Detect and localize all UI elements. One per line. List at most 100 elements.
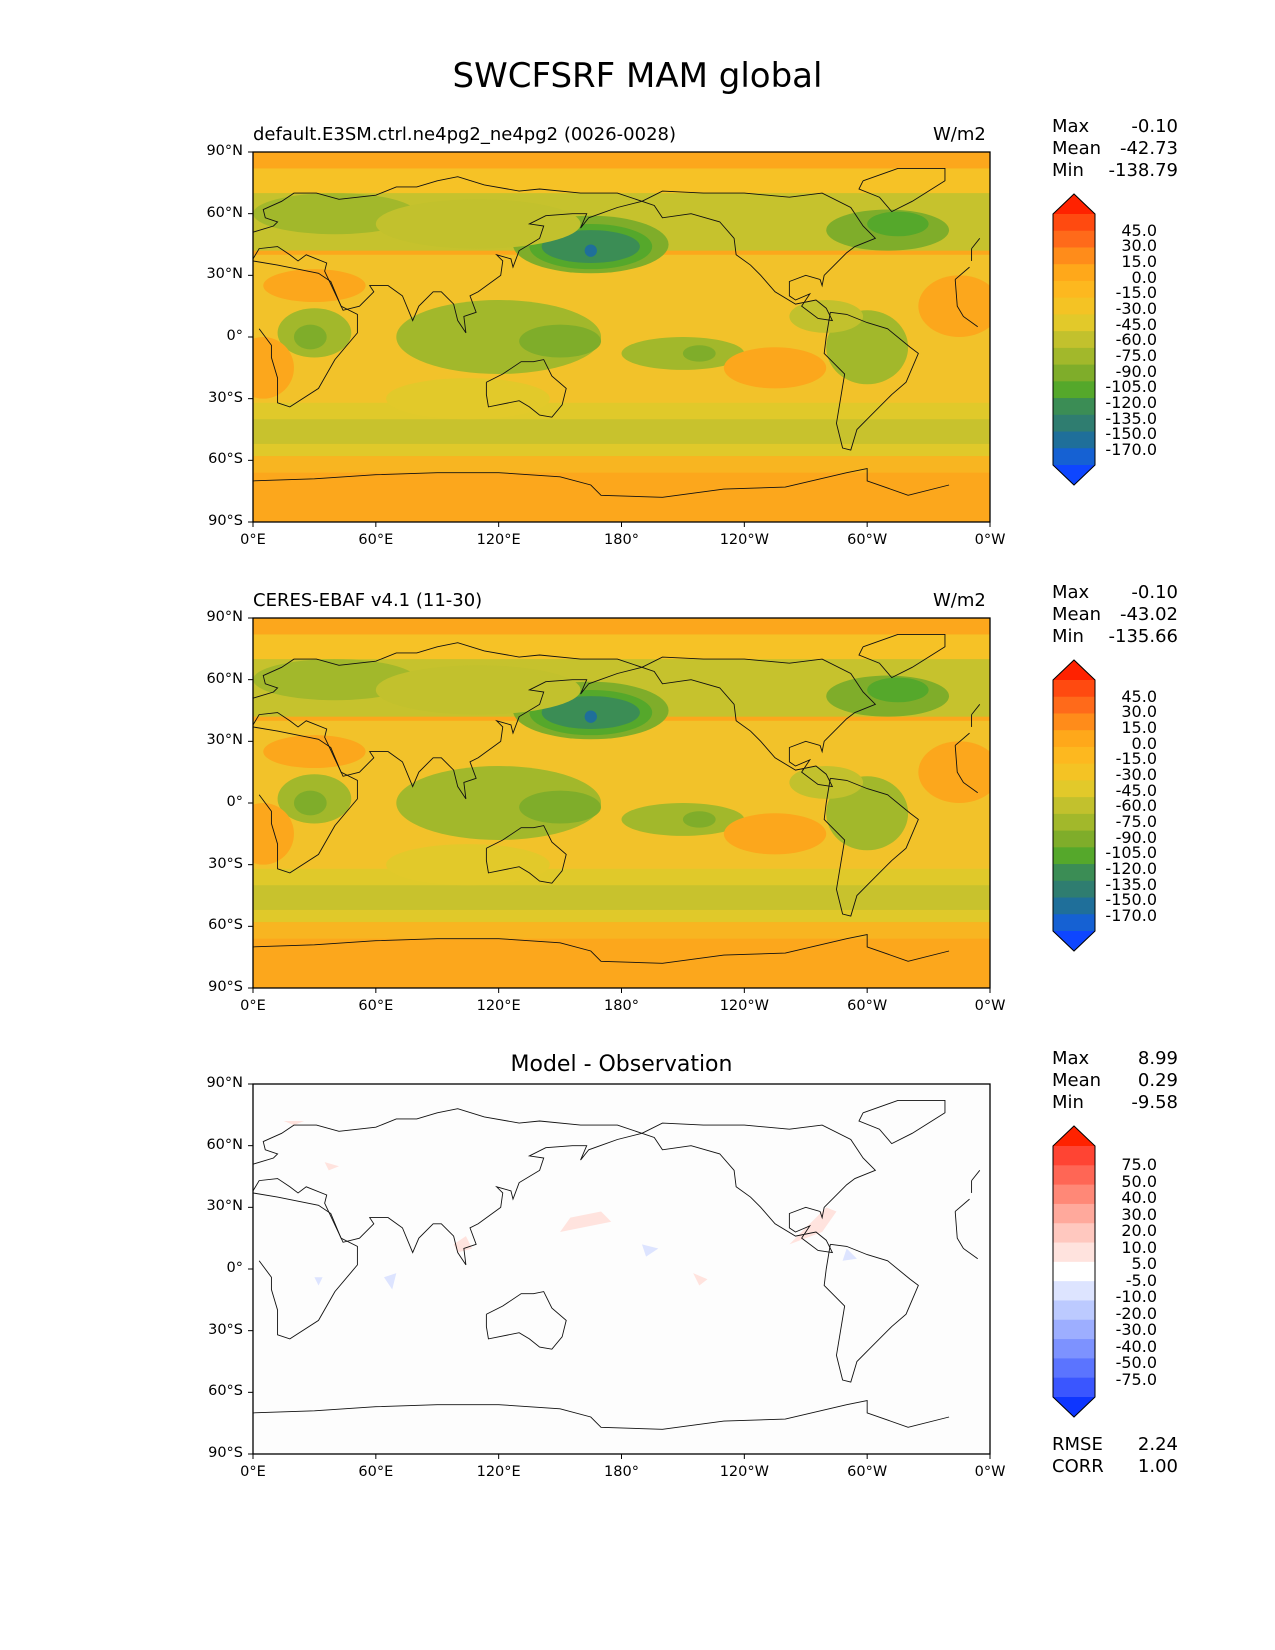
x-tick-label: 60°E (358, 1464, 394, 1480)
colorbar-segment (1053, 746, 1095, 765)
npacific-min (584, 244, 597, 257)
spcz-core (682, 345, 716, 362)
stat-label-min: Min (1052, 626, 1084, 647)
stat-value-max: -0.10 (1131, 582, 1178, 603)
warm-pool (519, 324, 602, 358)
band-south-core (253, 885, 990, 910)
australia-outline (485, 825, 567, 884)
colorbar-tick-label: -170.0 (1105, 439, 1157, 459)
colorbar-segment (1053, 1281, 1095, 1301)
x-tick-label: 0°W (974, 1464, 1006, 1480)
colorbar-tick-label: 20.0 (1121, 1221, 1157, 1241)
colorbar-segment (1053, 1377, 1095, 1398)
npacific-min (584, 710, 597, 723)
colorbar-segment (1053, 1242, 1095, 1263)
colorbar-outline (1052, 1125, 1096, 1418)
y-tick-label: 60°N (206, 1136, 243, 1153)
north-america-outline (641, 1122, 877, 1254)
colorbar-tick-label: -30.0 (1115, 299, 1157, 319)
colorbar-tick-label: -30.0 (1115, 1320, 1157, 1340)
data-field (253, 152, 990, 522)
colorbar-tick-label: -30.0 (1115, 765, 1157, 785)
eurasia-outline (253, 176, 644, 334)
panel-title-center: Model - Observation (510, 1052, 733, 1077)
field-background (253, 1084, 990, 1454)
colorbar-segment (1053, 1300, 1095, 1321)
africa-outline (253, 1192, 358, 1340)
eurasia-outline (253, 642, 644, 800)
diff-npacific-pos (560, 1211, 612, 1232)
colorbar-segment (1053, 914, 1095, 932)
stat-value-corr: 1.00 (1137, 1456, 1178, 1477)
colorbar-tick-label: -40.0 (1115, 1336, 1157, 1356)
eastern-atlantic-dry (918, 741, 990, 803)
colorbar-tick-label: -150.0 (1105, 890, 1157, 910)
colorbar-segment (1053, 314, 1095, 332)
africa-outline (954, 1211, 978, 1260)
stat-value-min: -138.79 (1108, 160, 1178, 181)
colorbar-segment (1053, 797, 1095, 815)
colorbar-tick-label: -5.0 (1125, 1270, 1157, 1290)
colorbar-tick-label: -135.0 (1105, 874, 1157, 894)
colorbar-segment (1053, 1319, 1095, 1340)
stat-value-max: 8.99 (1137, 1048, 1178, 1069)
stat-value-mean: 0.29 (1137, 1070, 1178, 1091)
x-tick-label: 0°W (974, 998, 1006, 1014)
stat-label-mean: Mean (1052, 604, 1102, 625)
colorbar-segment (1053, 1203, 1095, 1224)
stat-value-mean: -42.73 (1119, 138, 1178, 159)
colorbar-tick-label: 0.0 (1131, 267, 1157, 287)
coastlines (253, 633, 981, 964)
colorbar-bottom-extend (1053, 931, 1095, 951)
colorbar-top-extend (1053, 194, 1095, 214)
africa-outline (954, 745, 978, 794)
greenland-outline (858, 167, 946, 213)
y-tick-label: 90°S (208, 513, 243, 529)
x-tick-label: 0°E (240, 1464, 266, 1480)
colorbar-tick-label: -45.0 (1115, 314, 1157, 334)
spcz-core (682, 811, 716, 828)
north-america-outline (641, 190, 877, 322)
y-tick-label: 30°N (206, 1198, 243, 1215)
eastern-atlantic-dry (918, 275, 990, 337)
colorbar-segment (1053, 813, 1095, 832)
y-tick-label: 90°S (208, 979, 243, 995)
colorbar-tick-label: 5.0 (1131, 1254, 1157, 1274)
colorbar-segment (1053, 847, 1095, 865)
central-america (789, 300, 864, 333)
x-tick-label: 120°E (476, 998, 521, 1014)
diff-spcz-pos (693, 1273, 708, 1286)
y-tick-label: 90°N (206, 1075, 243, 1091)
colorbar-segment (1053, 297, 1095, 315)
colorbar-tick-label: 75.0 (1121, 1155, 1157, 1175)
band-south-core (253, 419, 990, 444)
colorbar-tick-label: -120.0 (1105, 858, 1157, 878)
antarctica-outline (253, 934, 950, 964)
colorbar-tick-label: -120.0 (1105, 392, 1157, 412)
band-south-edge (253, 456, 990, 473)
x-tick-label: 120°W (719, 532, 769, 548)
colorbar (1052, 193, 1096, 486)
stat-label-max: Max (1052, 1048, 1090, 1069)
x-tick-label: 60°W (847, 532, 888, 548)
stat-value-rmse: 2.24 (1137, 1434, 1178, 1455)
colorbar-segment (1053, 247, 1095, 265)
europe-band (253, 193, 417, 235)
colorbar-tick-label: 50.0 (1121, 1171, 1157, 1191)
x-tick-label: 180° (604, 998, 639, 1014)
siberia-band (375, 199, 581, 249)
colorbar-segment (1053, 381, 1095, 399)
europe-band (253, 659, 417, 701)
stat-label-rmse: RMSE (1052, 1434, 1103, 1455)
y-tick-label: 60°N (206, 670, 243, 687)
colorbar-tick-label: 30.0 (1121, 1204, 1157, 1224)
colorbar-segment (1053, 1261, 1095, 1282)
colorbar-bottom-extend (1053, 1397, 1095, 1417)
congo-core (293, 324, 327, 350)
x-tick-label: 60°W (847, 998, 888, 1014)
eurasia-outline (971, 1170, 981, 1181)
colorbar-segment (1053, 696, 1095, 714)
greenland-outline (858, 1099, 946, 1145)
